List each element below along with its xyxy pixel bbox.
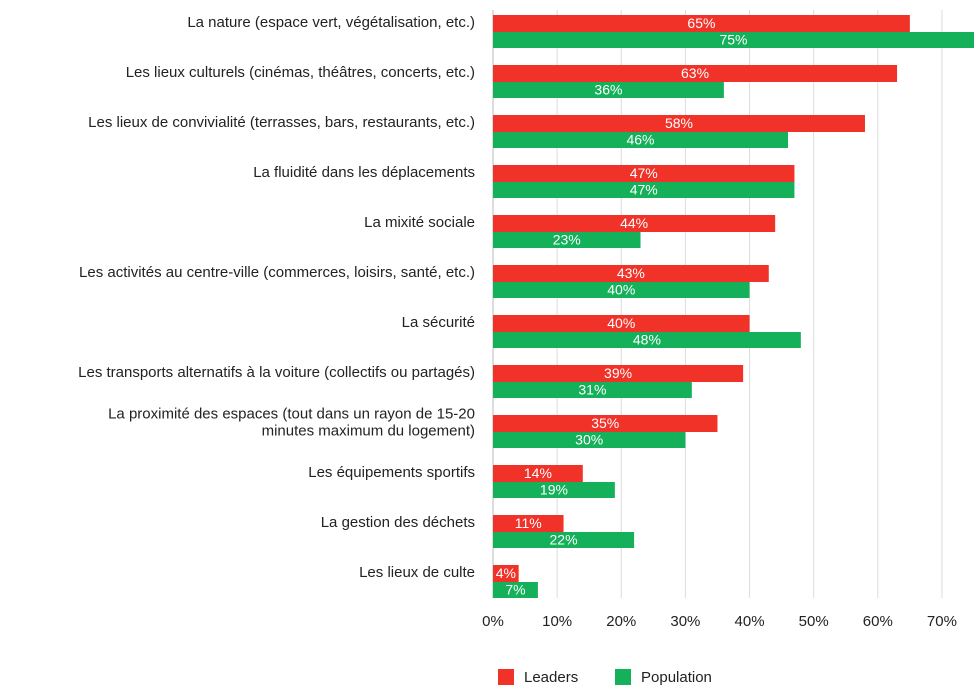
- value-label: 31%: [578, 382, 606, 398]
- value-label: 63%: [681, 65, 709, 81]
- value-label: 23%: [553, 232, 581, 248]
- y-tick-label: Les lieux de convivialité (terrasses, ba…: [88, 114, 475, 131]
- value-label: 36%: [594, 82, 622, 98]
- x-tick-label: 60%: [863, 613, 893, 630]
- value-label: 14%: [524, 465, 552, 481]
- x-tick-label: 10%: [542, 613, 572, 630]
- value-label: 47%: [630, 165, 658, 181]
- bar: [493, 115, 865, 132]
- y-tick-label: La fluidité dans les déplacements: [253, 164, 475, 181]
- value-label: 39%: [604, 365, 632, 381]
- x-tick-label: 0%: [482, 613, 504, 630]
- bar: [493, 82, 724, 98]
- legend-swatch: [615, 669, 631, 685]
- value-label: 65%: [687, 15, 715, 31]
- bar: [493, 332, 801, 348]
- bar: [493, 515, 564, 532]
- bar: [493, 32, 974, 48]
- value-label: 11%: [515, 515, 542, 531]
- value-label: 35%: [591, 415, 619, 431]
- x-tick-label: 50%: [799, 613, 829, 630]
- value-label: 4%: [496, 565, 516, 581]
- value-label: 19%: [540, 482, 568, 498]
- bar: [493, 565, 519, 582]
- value-label: 75%: [719, 32, 747, 48]
- value-label: 40%: [607, 282, 635, 298]
- bar: [493, 132, 789, 148]
- value-label: 30%: [575, 432, 603, 448]
- value-label: 58%: [665, 115, 693, 131]
- y-tick-label: La proximité des espaces (tout dans un r…: [108, 405, 475, 439]
- x-tick-label: 40%: [735, 613, 765, 630]
- bar: [493, 432, 686, 448]
- bar: [493, 265, 769, 282]
- bar: [493, 165, 795, 182]
- bar: [493, 282, 750, 298]
- bar: [493, 65, 898, 82]
- bar: [493, 365, 744, 382]
- y-tick-label: La gestion des déchets: [321, 514, 475, 531]
- value-label: 46%: [626, 132, 654, 148]
- y-tick-label: Les lieux de culte: [359, 564, 475, 581]
- legend-swatch: [498, 669, 514, 685]
- value-label: 48%: [633, 332, 661, 348]
- y-tick-label: La nature (espace vert, végétalisation, …: [187, 14, 475, 31]
- bar: [493, 232, 641, 248]
- bar: [493, 215, 776, 232]
- y-tick-label: Les équipements sportifs: [308, 464, 475, 481]
- value-label: 40%: [607, 315, 635, 331]
- bar: [493, 465, 583, 482]
- y-tick-label: La mixité sociale: [364, 214, 475, 231]
- bar: [493, 582, 538, 598]
- y-tick-label: Les transports alternatifs à la voiture …: [78, 364, 475, 381]
- y-tick-label: Les lieux culturels (cinémas, théâtres, …: [126, 64, 475, 81]
- value-label: 43%: [617, 265, 645, 281]
- value-label: 22%: [550, 532, 578, 548]
- x-tick-label: 70%: [927, 613, 957, 630]
- value-label: 44%: [620, 215, 648, 231]
- bar: [493, 415, 718, 432]
- bar: [493, 315, 750, 332]
- value-label: 7%: [505, 582, 525, 598]
- bar: [493, 382, 692, 398]
- y-tick-label: La sécurité: [402, 314, 475, 331]
- bar: [493, 15, 910, 32]
- bar: [493, 532, 635, 548]
- x-tick-label: 30%: [670, 613, 700, 630]
- value-label: 47%: [630, 182, 658, 198]
- bar: [493, 182, 795, 198]
- x-tick-label: 20%: [606, 613, 636, 630]
- legend-label: Leaders: [524, 669, 578, 686]
- bar: [493, 482, 615, 498]
- legend-label: Population: [641, 669, 712, 686]
- y-tick-label: Les activités au centre-ville (commerces…: [79, 264, 475, 281]
